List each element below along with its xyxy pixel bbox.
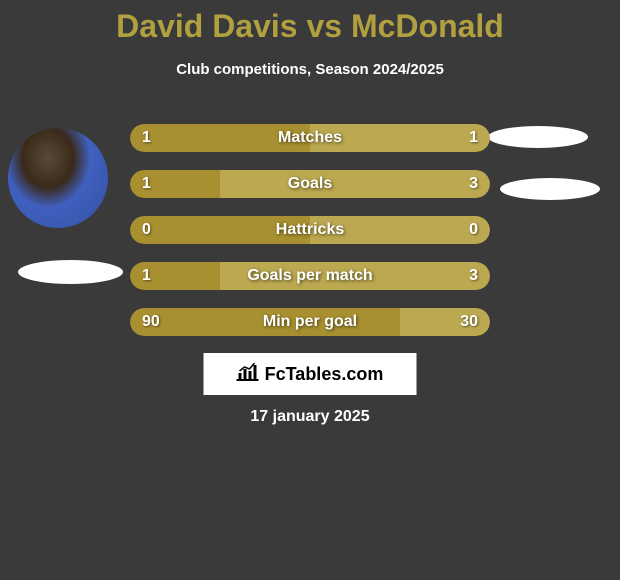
stat-label: Min per goal [263, 313, 357, 331]
watermark-text: FcTables.com [265, 364, 384, 385]
stat-value-right: 3 [469, 267, 478, 285]
watermark: FcTables.com [203, 352, 418, 396]
chart-icon [237, 363, 259, 386]
title-player2: McDonald [351, 8, 504, 44]
stat-value-left: 1 [142, 175, 151, 193]
stat-value-left: 0 [142, 221, 151, 239]
stat-label: Goals per match [247, 267, 372, 285]
stat-row: 90 30 Min per goal [130, 308, 490, 336]
stat-row: 0 0 Hattricks [130, 216, 490, 244]
stat-value-right: 30 [460, 313, 478, 331]
player1-avatar [8, 128, 108, 228]
stat-value-left: 1 [142, 129, 151, 147]
comparison-title: David Davis vs McDonald [0, 0, 620, 45]
date-label: 17 january 2025 [250, 408, 369, 426]
stats-container: 1 1 Matches 1 3 Goals 0 0 Hattricks 1 3 Goals per m… [130, 124, 490, 354]
stat-value-right: 0 [469, 221, 478, 239]
player2-shadow-1 [488, 126, 588, 148]
stat-label: Matches [278, 129, 342, 147]
stat-row: 1 3 Goals per match [130, 262, 490, 290]
title-player1: David Davis [116, 8, 297, 44]
player2-shadow-2 [500, 178, 600, 200]
title-vs: vs [306, 8, 342, 44]
subtitle: Club competitions, Season 2024/2025 [0, 61, 620, 78]
stat-label: Goals [288, 175, 332, 193]
stat-row: 1 1 Matches [130, 124, 490, 152]
player1-shadow [18, 260, 123, 284]
stat-value-left: 1 [142, 267, 151, 285]
stat-label: Hattricks [276, 221, 344, 239]
stat-value-left: 90 [142, 313, 160, 331]
stat-bar-right [220, 170, 490, 198]
stat-value-right: 1 [469, 129, 478, 147]
stat-row: 1 3 Goals [130, 170, 490, 198]
stat-value-right: 3 [469, 175, 478, 193]
